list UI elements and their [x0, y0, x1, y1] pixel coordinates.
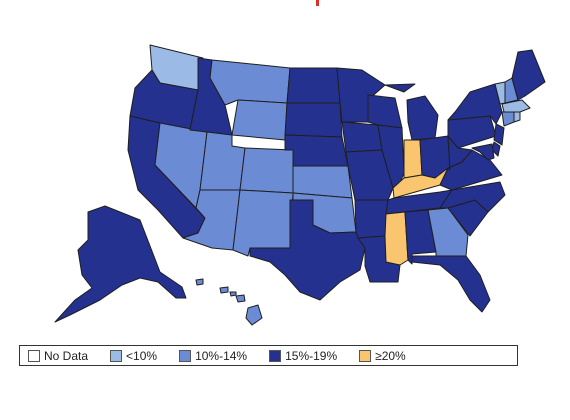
- legend-label: ≥20%: [375, 348, 406, 363]
- state-pa: [447, 115, 497, 149]
- legend-swatch: [28, 349, 40, 362]
- state-hi-kauai: [195, 278, 204, 286]
- state-wi: [367, 94, 403, 129]
- state-hi: [245, 304, 263, 326]
- legend-swatch: [359, 349, 372, 362]
- legend-label: 10%-14%: [195, 348, 248, 363]
- state-ri: [513, 111, 521, 123]
- state-wy: [231, 99, 288, 141]
- state-ms: [384, 211, 409, 266]
- map-legend: No Data <10% 10%-14% 15%-19% ≥20%: [19, 345, 518, 366]
- legend-swatch: [269, 349, 282, 362]
- red-tick-mark: [316, 0, 319, 6]
- legend-label: 15%-19%: [285, 348, 338, 363]
- state-me: [511, 49, 546, 101]
- state-ny: [447, 83, 503, 125]
- state-nc: [439, 181, 506, 213]
- state-ct: [501, 111, 515, 127]
- legend-item: <10%: [110, 349, 157, 363]
- state-hi-group: [195, 278, 263, 326]
- state-ne: [284, 134, 349, 167]
- state-ar: [354, 199, 389, 239]
- state-nj: [493, 123, 505, 146]
- map-svg: [54, 44, 546, 326]
- legend-item: 15%-19%: [269, 349, 337, 363]
- state-tx: [249, 199, 366, 301]
- state-mt: [209, 59, 291, 106]
- state-md: [471, 143, 495, 161]
- state-co: [239, 147, 294, 194]
- state-ia: [341, 121, 383, 153]
- legend-item: ≥20%: [359, 349, 406, 363]
- state-nd: [286, 67, 341, 104]
- us-choropleth-map: [54, 44, 546, 326]
- state-ut: [199, 131, 246, 191]
- state-ak: [54, 205, 187, 323]
- legend-label: <10%: [126, 348, 158, 363]
- legend-swatch: [110, 349, 123, 362]
- state-sd: [284, 102, 343, 138]
- state-ma: [501, 99, 531, 113]
- state-ky: [392, 167, 449, 199]
- legend-label: No Data: [44, 348, 89, 363]
- state-hi-maui: [235, 294, 246, 303]
- legend-swatch: [179, 349, 192, 362]
- state-ks: [292, 165, 353, 199]
- state-nm: [232, 189, 294, 257]
- legend-item: No Data: [28, 349, 88, 363]
- state-hi-oahu: [219, 286, 229, 294]
- state-in: [403, 139, 423, 179]
- state-hi-molokai: [229, 291, 237, 297]
- state-fl: [411, 255, 491, 313]
- legend-item: 10%-14%: [179, 349, 247, 363]
